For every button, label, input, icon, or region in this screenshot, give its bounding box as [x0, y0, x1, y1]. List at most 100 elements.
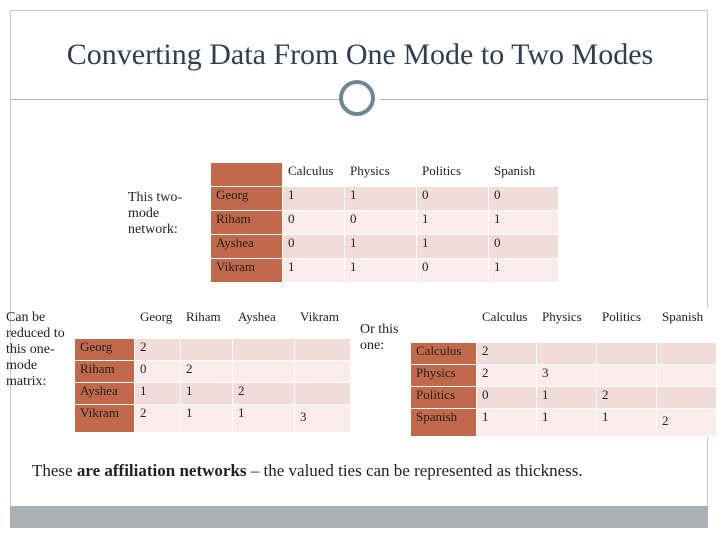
- cell: 2: [596, 386, 657, 409]
- slide-title: Converting Data From One Mode to Two Mod…: [66, 38, 654, 71]
- cell: 1: [180, 404, 233, 433]
- cell: [180, 338, 233, 361]
- one-mode-subjects-table: Calculus Physics Politics Spanish Calcul…: [410, 308, 717, 437]
- cell: 2: [476, 364, 537, 387]
- table-row: Georg 2: [74, 338, 351, 361]
- cell: [294, 382, 351, 405]
- row-header: Calculus: [410, 342, 477, 365]
- table-row: Riham 0 2: [74, 360, 351, 383]
- cell: [294, 360, 351, 383]
- cell: 0: [488, 234, 559, 259]
- cell: 0: [282, 234, 345, 259]
- col-header: Ayshea: [232, 308, 295, 339]
- cell: [232, 360, 295, 383]
- cell: [596, 342, 657, 365]
- cell: 1: [344, 258, 417, 283]
- row-header: Riham: [74, 360, 135, 383]
- row-header: Ayshea: [74, 382, 135, 405]
- cell: [656, 342, 717, 365]
- corner-cell: [410, 308, 477, 343]
- cell: [596, 364, 657, 387]
- footer-bold: are affiliation networks: [76, 461, 247, 480]
- table-row: Physics 2 3: [410, 364, 717, 387]
- cell: [294, 338, 351, 361]
- table-row: Ayshea 1 1 2: [74, 382, 351, 405]
- row-header: Georg: [74, 338, 135, 361]
- col-header: Vikram: [294, 308, 351, 339]
- col-header: Spanish: [656, 308, 717, 343]
- cell: 0: [488, 186, 559, 211]
- col-header: Politics: [596, 308, 657, 343]
- cell: 1: [488, 210, 559, 235]
- table-row: Spanish 1 1 1 2: [410, 408, 717, 437]
- cell: 2: [476, 342, 537, 365]
- cell: 1: [282, 258, 345, 283]
- table-row: Politics 0 1 2: [410, 386, 717, 409]
- one-mode-people-label: Can be reduced to this one-mode matrix:: [6, 310, 65, 389]
- cell: 2: [134, 404, 181, 433]
- cell: 1: [536, 386, 597, 409]
- cell: [536, 342, 597, 365]
- cell: [232, 338, 295, 361]
- cell: 1: [476, 408, 537, 437]
- col-header: Calculus: [282, 162, 345, 187]
- cell: 2: [134, 338, 181, 361]
- cell: 1: [282, 186, 345, 211]
- cell: 1: [536, 408, 597, 437]
- row-header: Spanish: [410, 408, 477, 437]
- cell: 1: [416, 234, 489, 259]
- cell: 2: [180, 360, 233, 383]
- cell: 1: [134, 382, 181, 405]
- col-header: Politics: [416, 162, 489, 187]
- cell: 0: [416, 186, 489, 211]
- col-header: Physics: [536, 308, 597, 343]
- col-header: Spanish: [488, 162, 559, 187]
- bottom-bar: [10, 506, 708, 528]
- cell: 2: [232, 382, 295, 405]
- footer-pre: These: [32, 461, 77, 480]
- row-header: Riham: [210, 210, 283, 235]
- col-header: Calculus: [476, 308, 537, 343]
- table-row: Riham 0 0 1 1: [210, 210, 559, 235]
- two-mode-table: Calculus Physics Politics Spanish Georg …: [210, 162, 559, 283]
- footer-post: – the valued ties can be represented as …: [246, 461, 583, 480]
- circle-ornament-icon: [339, 80, 375, 116]
- footer-text: These are affiliation networks – the val…: [32, 460, 682, 481]
- table-row: Georg 1 1 0 0: [210, 186, 559, 211]
- cell: 1: [344, 186, 417, 211]
- row-header: Vikram: [210, 258, 283, 283]
- row-header: Physics: [410, 364, 477, 387]
- cell: 1: [596, 408, 657, 437]
- one-mode-people-table: Georg Riham Ayshea Vikram Georg 2 Riham …: [74, 308, 351, 433]
- col-header: Physics: [344, 162, 417, 187]
- cell: 3: [294, 404, 351, 433]
- two-mode-label: This two-mode network:: [128, 190, 183, 237]
- row-header: Politics: [410, 386, 477, 409]
- cell: 0: [344, 210, 417, 235]
- one-mode-subjects-label: Or this one:: [360, 322, 399, 353]
- corner-cell: [210, 162, 283, 187]
- title-divider-right: [380, 99, 708, 100]
- cell: 2: [656, 408, 717, 437]
- col-header: Georg: [134, 308, 181, 339]
- cell: 1: [180, 382, 233, 405]
- cell: 0: [476, 386, 537, 409]
- table-row: Ayshea 0 1 1 0: [210, 234, 559, 259]
- cell: [656, 364, 717, 387]
- cell: 1: [344, 234, 417, 259]
- table-row: Calculus 2: [410, 342, 717, 365]
- cell: 3: [536, 364, 597, 387]
- title-divider-left: [10, 99, 340, 100]
- cell: 1: [488, 258, 559, 283]
- cell: 0: [416, 258, 489, 283]
- col-header: Riham: [180, 308, 233, 339]
- cell: 1: [232, 404, 295, 433]
- row-header: Georg: [210, 186, 283, 211]
- cell: 1: [416, 210, 489, 235]
- table-row: Vikram 2 1 1 3: [74, 404, 351, 433]
- cell: 0: [282, 210, 345, 235]
- cell: [656, 386, 717, 409]
- corner-cell: [74, 308, 135, 339]
- row-header: Ayshea: [210, 234, 283, 259]
- row-header: Vikram: [74, 404, 135, 433]
